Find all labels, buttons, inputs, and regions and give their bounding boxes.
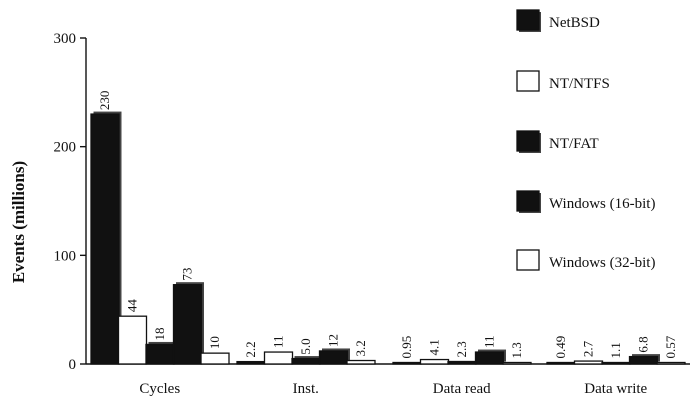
bars [90, 111, 686, 365]
bar [474, 351, 505, 365]
bar [392, 361, 422, 365]
bar [447, 360, 477, 365]
data-label: 4.1 [427, 339, 442, 355]
y-ticks: 0 100 200 300 [54, 31, 86, 373]
data-label: 2.3 [454, 341, 469, 357]
bar [145, 343, 175, 365]
data-label: 5.0 [298, 338, 313, 354]
legend-label: NT/FAT [549, 136, 599, 152]
bar [90, 113, 120, 365]
bar [318, 350, 349, 365]
bar [628, 355, 659, 365]
data-label: 73 [180, 268, 195, 281]
legend-label: NT/NTFS [549, 76, 610, 92]
data-label: 0.57 [663, 335, 678, 358]
data-label: 44 [125, 299, 140, 313]
legend-swatch [516, 9, 540, 31]
bar [502, 361, 532, 365]
bar [656, 361, 686, 365]
x-category-label: Data write [584, 381, 647, 397]
data-label: 6.8 [636, 336, 651, 352]
data-label: 18 [152, 327, 167, 340]
data-label: 2.7 [581, 340, 596, 357]
legend-label: Windows (16-bit) [549, 196, 655, 212]
data-label: 1.3 [509, 342, 524, 358]
x-category-label: Inst. [293, 381, 319, 397]
bar [601, 361, 631, 365]
bar [419, 358, 450, 365]
data-label: 0.95 [399, 336, 414, 359]
data-labels: 230 44 18 73 10 2.2 11 5.0 12 3.2 0.95 4.1 2.3 11 1.3 0… [97, 91, 678, 359]
y-tick-label: 100 [54, 248, 77, 264]
bar [546, 361, 576, 365]
legend-swatch [516, 190, 540, 212]
bar [236, 360, 266, 365]
bar [346, 359, 376, 365]
data-label: 11 [271, 336, 286, 349]
data-label: 0.49 [553, 336, 568, 359]
legend-swatch [516, 130, 540, 152]
bar [291, 357, 321, 365]
y-tick-label: 300 [54, 31, 77, 47]
bar [573, 360, 604, 365]
data-label: 2.2 [243, 341, 258, 357]
x-category-label: Cycles [139, 381, 180, 397]
legend-swatch [516, 249, 540, 271]
bar [172, 284, 203, 365]
data-label: 10 [207, 336, 222, 349]
data-label: 11 [482, 336, 497, 349]
legend-label: NetBSD [549, 15, 600, 31]
bar [263, 351, 294, 365]
legend: NetBSD NT/NTFS NT/FAT Windows (16-bit) Windo… [516, 9, 655, 271]
data-label: 230 [97, 91, 112, 111]
y-tick-label: 200 [54, 140, 77, 156]
y-tick-label: 0 [69, 357, 77, 373]
y-axis-label: Events (millions) [9, 161, 28, 283]
bar [117, 315, 148, 365]
x-category-label: Data read [433, 381, 491, 397]
data-label: 3.2 [353, 340, 368, 356]
data-label: 1.1 [608, 342, 623, 358]
legend-swatch [516, 70, 540, 92]
legend-label: Windows (32-bit) [549, 255, 655, 271]
x-categories: Cycles Inst. Data read Data write [139, 381, 647, 397]
bar [200, 352, 230, 365]
data-label: 12 [326, 334, 341, 347]
